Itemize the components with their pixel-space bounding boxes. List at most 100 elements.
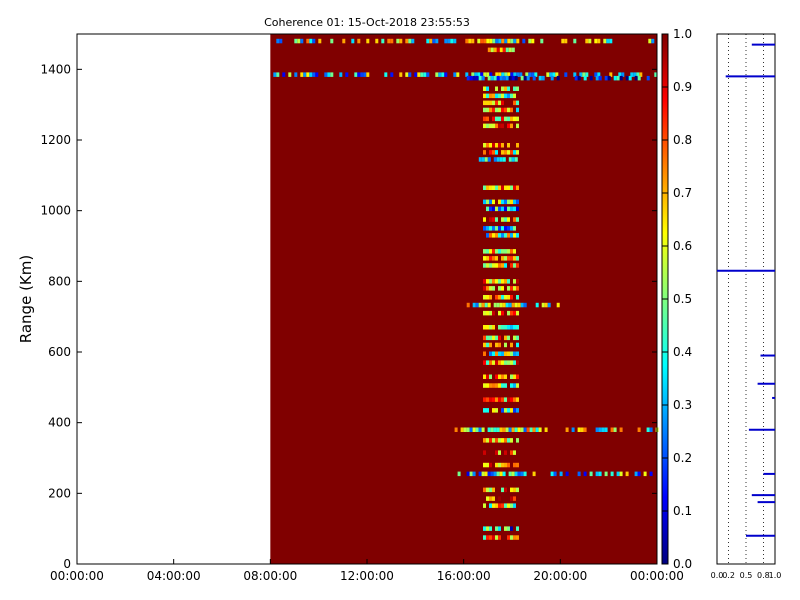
- colorbar-tick-label: 0.9: [673, 80, 692, 94]
- y-axis-label: Range (Km): [17, 255, 35, 343]
- heatmap-cell: [550, 471, 554, 477]
- heatmap-cell: [597, 38, 601, 44]
- heatmap-cell: [603, 38, 607, 44]
- heatmap-cell: [495, 256, 498, 261]
- heatmap-cell: [481, 427, 485, 432]
- heatmap-cell: [513, 286, 516, 291]
- heatmap-cell: [499, 75, 503, 81]
- heatmap-cell: [498, 206, 501, 212]
- heatmap-cell: [492, 286, 495, 291]
- heatmap-cell: [357, 72, 361, 77]
- heatmap-cell: [489, 206, 492, 212]
- heatmap-cell: [504, 107, 507, 113]
- heatmap-cell: [483, 535, 486, 540]
- heatmap-cell: [499, 47, 503, 53]
- heatmap-cell: [300, 38, 304, 44]
- heatmap-cell: [510, 325, 513, 330]
- heatmap-cell: [493, 47, 497, 53]
- heatmap-cell: [504, 233, 507, 238]
- heatmap-cell: [613, 427, 617, 432]
- heatmap-cell: [495, 107, 498, 113]
- heatmap-cell: [504, 279, 507, 284]
- heatmap-cell: [555, 72, 559, 77]
- heatmap-cell: [516, 487, 519, 493]
- heatmap-cell: [513, 72, 517, 77]
- heatmap-cell: [486, 107, 489, 113]
- heatmap-cell: [541, 302, 545, 308]
- heatmap-cell: [489, 123, 492, 129]
- heatmap-cell: [634, 75, 638, 81]
- heatmap-cell: [483, 526, 486, 531]
- heatmap-cell: [597, 72, 601, 77]
- heatmap-cell: [498, 438, 501, 443]
- heatmap-cell: [510, 249, 513, 254]
- heatmap-cell: [573, 72, 577, 77]
- heatmap-cell: [559, 471, 563, 477]
- heatmap-cell: [465, 72, 469, 77]
- heatmap-cell: [498, 226, 501, 231]
- heatmap-cell: [492, 93, 495, 99]
- heatmap-cell: [634, 471, 638, 477]
- heatmap-cell: [504, 256, 507, 261]
- heatmap-cell: [486, 72, 490, 77]
- heatmap-cell: [495, 233, 498, 238]
- heatmap-cell: [513, 374, 516, 379]
- heatmap-cell: [498, 503, 501, 508]
- heatmap-cell: [463, 427, 467, 432]
- heatmap-cell: [502, 75, 506, 81]
- heatmap-cell: [303, 72, 307, 77]
- heatmap-cell: [489, 100, 492, 106]
- heatmap-cell: [297, 38, 301, 44]
- x-axis: 00:00:00 04:00:00 08:00:00 12:00:00 16:00:00…: [50, 559, 684, 583]
- heatmap-cell: [489, 150, 492, 155]
- colorbar-tick-label: 0.8: [673, 133, 692, 147]
- heatmap-cell: [444, 72, 448, 77]
- heatmap-cell: [610, 471, 614, 477]
- heatmap-cell: [483, 408, 486, 413]
- heatmap-cell: [565, 471, 569, 477]
- heatmap-cell: [604, 471, 608, 477]
- heatmap-cell: [489, 199, 492, 205]
- heatmap-cell: [510, 93, 513, 99]
- heatmap-cell: [492, 233, 495, 238]
- heatmap-cell: [498, 335, 501, 341]
- heatmap-cell: [486, 496, 489, 501]
- heatmap-cell: [510, 526, 513, 531]
- heatmap-cell: [513, 233, 516, 238]
- heatmap-cell: [501, 438, 504, 443]
- heatmap-cell: [483, 116, 486, 122]
- heatmap-cell: [582, 72, 586, 77]
- heatmap-cell: [486, 38, 490, 44]
- heatmap-cell: [504, 342, 507, 348]
- heatmap-cell: [513, 351, 516, 356]
- heatmap-cell: [405, 72, 409, 77]
- heatmap-cell: [513, 217, 516, 222]
- heatmap-cell: [498, 342, 501, 348]
- heatmap-cell: [507, 249, 510, 254]
- heatmap-cell: [483, 295, 486, 300]
- heatmap-cell: [486, 325, 489, 330]
- heatmap-cell: [495, 535, 498, 540]
- heatmap-cell: [507, 206, 510, 212]
- heatmap-cell: [469, 471, 473, 477]
- heatmap-cell: [489, 325, 492, 330]
- heatmap-cell: [381, 38, 385, 44]
- colorbar: 0.0 0.1 0.2 0.3 0.4 0.5 0.6 0.7 0.8 0.9 1.0: [661, 27, 692, 571]
- heatmap-cell: [553, 471, 557, 477]
- heatmap-cell: [495, 450, 498, 455]
- heatmap-cell: [489, 185, 492, 190]
- colorbar-tick-label: 0.4: [673, 345, 692, 359]
- heatmap-cell: [498, 93, 501, 99]
- heatmap-cell: [505, 47, 509, 53]
- heatmap-cell: [517, 427, 521, 432]
- heatmap-cell: [486, 93, 489, 99]
- heatmap-cell: [504, 462, 507, 468]
- heatmap-cell: [466, 75, 470, 81]
- heatmap-cell: [318, 38, 322, 44]
- heatmap-cell: [502, 427, 506, 432]
- heatmap-cell: [495, 462, 498, 468]
- heatmap-cell: [504, 351, 507, 356]
- heatmap-cell: [513, 408, 516, 413]
- heatmap-cell: [516, 86, 519, 91]
- heatmap-cell: [474, 72, 478, 77]
